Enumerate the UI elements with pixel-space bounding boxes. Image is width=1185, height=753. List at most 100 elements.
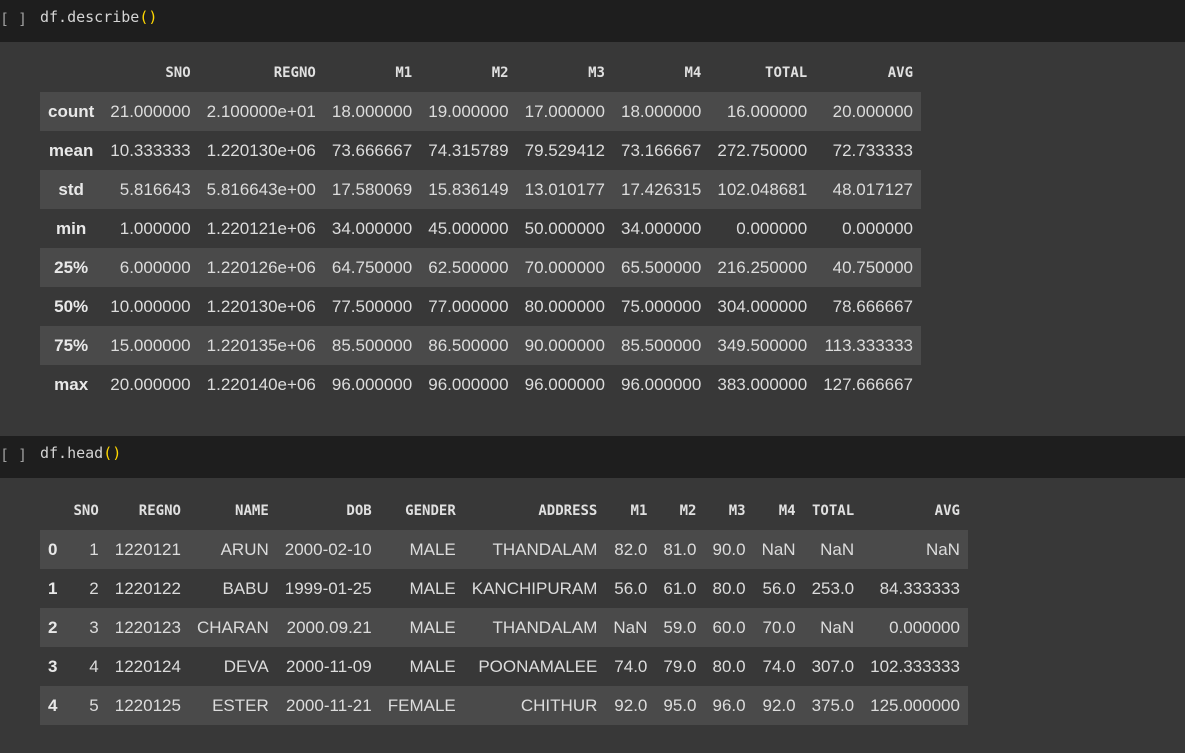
table-cell: 18.000000 xyxy=(331,101,413,121)
row-label: 75% xyxy=(54,335,89,355)
table-cell: NaN xyxy=(820,539,855,559)
table-cell: 0.000000 xyxy=(889,617,960,637)
table-cell: 77.500000 xyxy=(331,296,413,316)
row-label: min xyxy=(56,218,87,238)
column-header xyxy=(40,53,102,92)
table-cell: 74.0 xyxy=(614,656,648,676)
table-cell: 79.0 xyxy=(663,656,697,676)
table-cell: NaN xyxy=(613,617,648,637)
column-header: DOB xyxy=(346,502,372,519)
row-label: 1 xyxy=(48,578,58,598)
column-header: AVG xyxy=(887,64,914,81)
table-cell: THANDALAM xyxy=(492,539,598,559)
table-header-row: SNO REGNO M1 M2 M3 M4 TOTAL AVG xyxy=(40,53,921,92)
column-header: M2 xyxy=(679,502,697,519)
code-cell-head[interactable]: [ ] df.head() xyxy=(0,436,1185,478)
table-cell: 80.0 xyxy=(712,578,746,598)
table-cell: FEMALE xyxy=(387,695,456,715)
row-label: max xyxy=(54,374,89,394)
table-cell: 1220122 xyxy=(114,578,181,598)
table-cell: 90.000000 xyxy=(524,335,605,355)
table-row: 1 2 1220122 BABU 1999-01-25 MALE KANCHIPURAM 56… xyxy=(40,569,968,608)
table-cell: 102.048681 xyxy=(717,179,808,199)
table-cell: 1999-01-25 xyxy=(284,578,372,598)
table-cell: 56.0 xyxy=(762,578,796,598)
table-cell: POONAMALEE xyxy=(478,656,598,676)
table-cell: 5 xyxy=(89,695,99,715)
table-cell: 304.000000 xyxy=(717,296,808,316)
run-cell-button[interactable]: [ ] xyxy=(0,446,28,464)
table-cell: BABU xyxy=(222,578,269,598)
table-cell: 61.0 xyxy=(663,578,697,598)
table-cell: 1.220130e+06 xyxy=(206,296,316,316)
column-header: AVG xyxy=(934,502,960,519)
table-cell: 80.0 xyxy=(712,656,746,676)
table-cell: 21.000000 xyxy=(110,101,191,121)
table-cell: 349.500000 xyxy=(717,335,808,355)
table-cell: 102.333333 xyxy=(870,656,960,676)
table-row: std 5.816643 5.816643e+00 17.580069 15.83614… xyxy=(40,170,922,209)
table-cell: 2000.09.21 xyxy=(286,617,372,637)
column-header: REGNO xyxy=(273,64,316,81)
table-cell: 40.750000 xyxy=(832,257,914,277)
run-cell-button[interactable]: [ ] xyxy=(0,10,28,28)
table-cell: 84.333333 xyxy=(879,578,960,598)
code-editor[interactable]: df.describe() xyxy=(40,8,157,26)
table-cell: 6.000000 xyxy=(119,257,191,277)
table-cell: 1.220130e+06 xyxy=(206,140,316,160)
column-header: TOTAL xyxy=(765,64,808,81)
table-cell: 73.166667 xyxy=(620,140,702,160)
table-cell: CHARAN xyxy=(196,617,269,637)
column-header: REGNO xyxy=(138,502,181,519)
table-cell: 2 xyxy=(89,578,99,598)
code-paren: () xyxy=(103,444,122,462)
column-header xyxy=(40,491,65,530)
column-header: TOTAL xyxy=(811,502,855,519)
code-cell-describe[interactable]: [ ] df.describe() xyxy=(0,0,1185,42)
table-cell: 113.333333 xyxy=(824,335,914,355)
table-cell: 10.000000 xyxy=(110,296,191,316)
table-row: 3 4 1220124 DEVA 2000-11-09 MALE POONAMALEE 74.… xyxy=(40,647,968,686)
table-cell: 1.220126e+06 xyxy=(206,257,316,277)
table-cell: 272.750000 xyxy=(717,140,808,160)
table-cell: THANDALAM xyxy=(492,617,598,637)
table-cell: 19.000000 xyxy=(428,101,509,121)
table-row: count 21.000000 2.100000e+01 18.000000 19.00… xyxy=(40,92,922,131)
table-cell: 16.000000 xyxy=(726,101,808,121)
table-cell: 64.750000 xyxy=(331,257,413,277)
column-header: M4 xyxy=(778,502,796,519)
table-row: 4 5 1220125 ESTER 2000-11-21 FEMALE CHITHUR 92.… xyxy=(40,686,968,725)
table-cell: MALE xyxy=(409,578,456,598)
table-cell: 10.333333 xyxy=(110,140,191,160)
code-text: df.describe xyxy=(40,8,140,26)
code-editor[interactable]: df.head() xyxy=(40,444,121,462)
table-cell: 75.000000 xyxy=(620,296,702,316)
table-cell: 2000-11-09 xyxy=(286,656,372,676)
table-cell: 70.0 xyxy=(762,617,796,637)
code-paren: () xyxy=(139,8,158,26)
head-output: SNO REGNO NAME DOB GENDER ADDRESS M1 M2 M3 M4 TOTA… xyxy=(0,478,1185,753)
table-cell: 125.000000 xyxy=(870,695,960,715)
table-cell: 60.0 xyxy=(712,617,746,637)
table-cell: 17.426315 xyxy=(620,179,702,199)
table-cell: 383.000000 xyxy=(717,374,808,394)
table-cell: 5.816643 xyxy=(119,179,191,199)
table-cell: 82.0 xyxy=(614,539,648,559)
table-cell: 73.666667 xyxy=(331,140,413,160)
table-cell: 79.529412 xyxy=(524,140,605,160)
table-cell: ARUN xyxy=(220,539,269,559)
table-cell: 3 xyxy=(89,617,99,637)
row-label: 2 xyxy=(48,617,58,637)
table-cell: 15.836149 xyxy=(428,179,509,199)
table-cell: 70.000000 xyxy=(524,257,605,277)
table-cell: 1220123 xyxy=(114,617,181,637)
table-cell: 74.0 xyxy=(762,656,796,676)
table-cell: 2.100000e+01 xyxy=(206,101,316,121)
row-label: mean xyxy=(48,140,94,160)
table-cell: 1.220140e+06 xyxy=(206,374,316,394)
table-cell: 5.816643e+00 xyxy=(206,179,316,199)
table-cell: 45.000000 xyxy=(428,218,509,238)
table-cell: 0.000000 xyxy=(842,218,914,238)
table-cell: KANCHIPURAM xyxy=(471,578,598,598)
table-cell: MALE xyxy=(409,617,456,637)
